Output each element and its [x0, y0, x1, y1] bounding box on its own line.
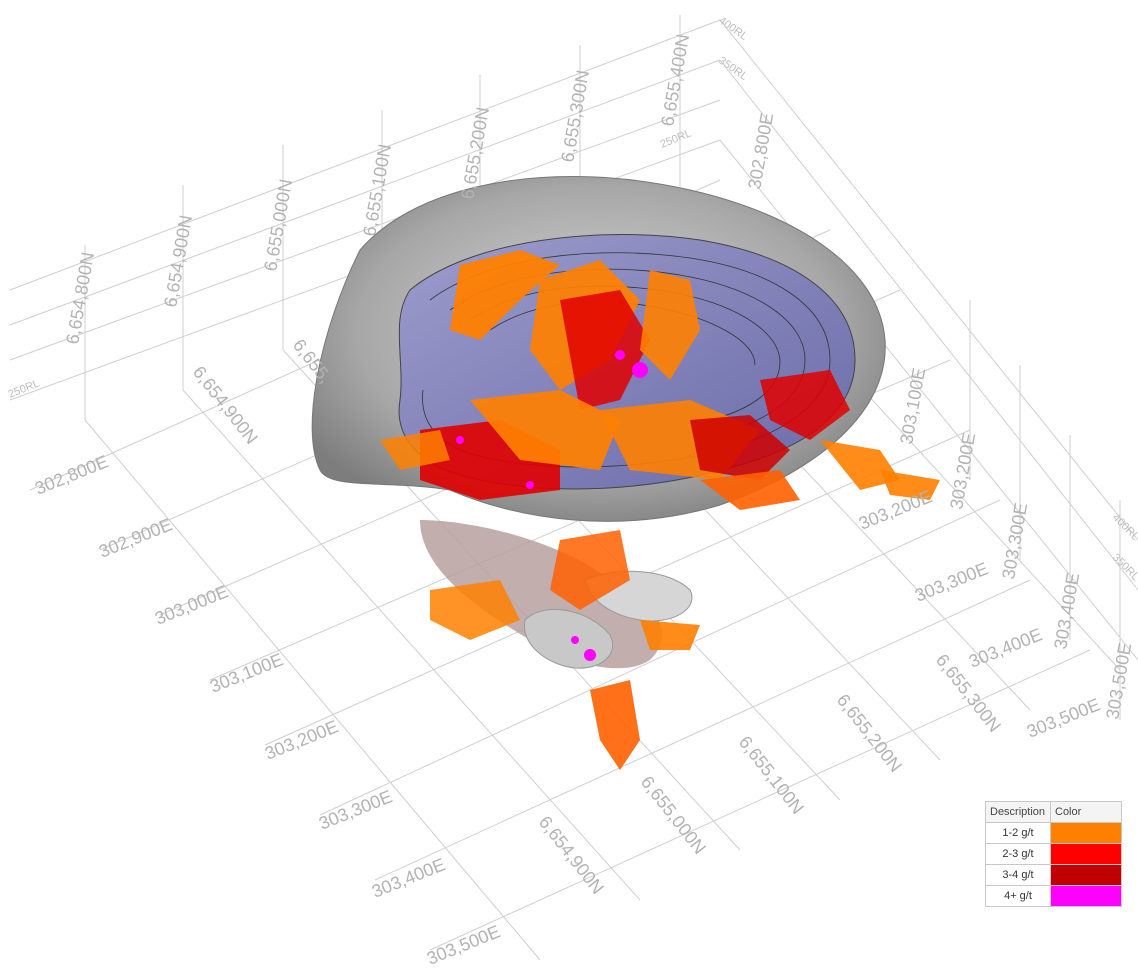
legend-color-cell — [1050, 822, 1122, 844]
legend-color-cell — [1050, 885, 1122, 907]
east-label: 303,500E — [424, 921, 503, 968]
grade-legend: Description Color 1-2 g/t 2-3 g/t 3-4 g/… — [985, 801, 1122, 907]
east-label: 303,100E — [896, 366, 929, 445]
north-label: 6,655,000N — [637, 772, 710, 858]
east-label: 303,400E — [1050, 571, 1083, 650]
legend-row: 3-4 g/t — [985, 864, 1122, 886]
east-label: 303,500E — [1024, 694, 1103, 741]
legend-swatch — [1051, 844, 1121, 864]
east-label: 303,500E — [1102, 641, 1135, 720]
rl-label: 400RL — [716, 15, 749, 43]
rl-label: 250RL — [7, 378, 42, 401]
east-label: 302,900E — [96, 514, 175, 561]
rl-label: 350RL — [716, 55, 749, 83]
legend-row: 1-2 g/t — [985, 822, 1122, 844]
legend-swatch — [1051, 886, 1121, 906]
legend-row: 4+ g/t — [985, 885, 1122, 907]
east-label: 303,000E — [152, 581, 231, 628]
rl-label: 400RL — [1110, 512, 1138, 543]
north-label: 6,654,900N — [535, 812, 608, 898]
north-label: 6,654,800N — [62, 251, 98, 346]
legend-swatch — [1051, 823, 1121, 843]
north-label: 6,654,900N — [160, 214, 196, 309]
east-label: 303,400E — [966, 624, 1045, 671]
legend-row: 2-3 g/t — [985, 843, 1122, 865]
east-label: 303,300E — [912, 558, 991, 605]
north-label: 6,655,000N — [260, 178, 296, 273]
legend-header-color: Color — [1050, 801, 1122, 823]
east-label: 303,200E — [262, 716, 341, 763]
east-label: 303,400E — [369, 854, 448, 901]
legend-swatch — [1051, 865, 1121, 885]
legend-header-description: Description — [985, 801, 1051, 823]
legend-color-cell — [1050, 864, 1122, 886]
legend-description: 3-4 g/t — [985, 864, 1051, 886]
north-label: 6,654,900N — [189, 362, 262, 448]
legend-header-row: Description Color — [985, 801, 1122, 823]
east-label: 302,800E — [744, 111, 777, 190]
east-label: 303,300E — [998, 501, 1031, 580]
north-label: 6,655,200N — [833, 690, 906, 776]
north-label: 6,655,100N — [735, 732, 808, 818]
east-label: 303,300E — [316, 786, 395, 833]
east-label: 302,800E — [32, 451, 111, 498]
legend-description: 2-3 g/t — [985, 843, 1051, 865]
east-label: 303,200E — [946, 431, 979, 510]
rl-label: 350RL — [1110, 552, 1138, 583]
grade-shells — [380, 250, 940, 770]
north-label: 6,655,400N — [657, 33, 693, 128]
legend-description: 4+ g/t — [985, 885, 1051, 907]
rl-label: 250RL — [659, 128, 694, 151]
east-label: 303,100E — [207, 649, 286, 696]
legend-description: 1-2 g/t — [985, 822, 1051, 844]
legend-color-cell — [1050, 843, 1122, 865]
north-label: 6,655,300N — [557, 69, 593, 164]
